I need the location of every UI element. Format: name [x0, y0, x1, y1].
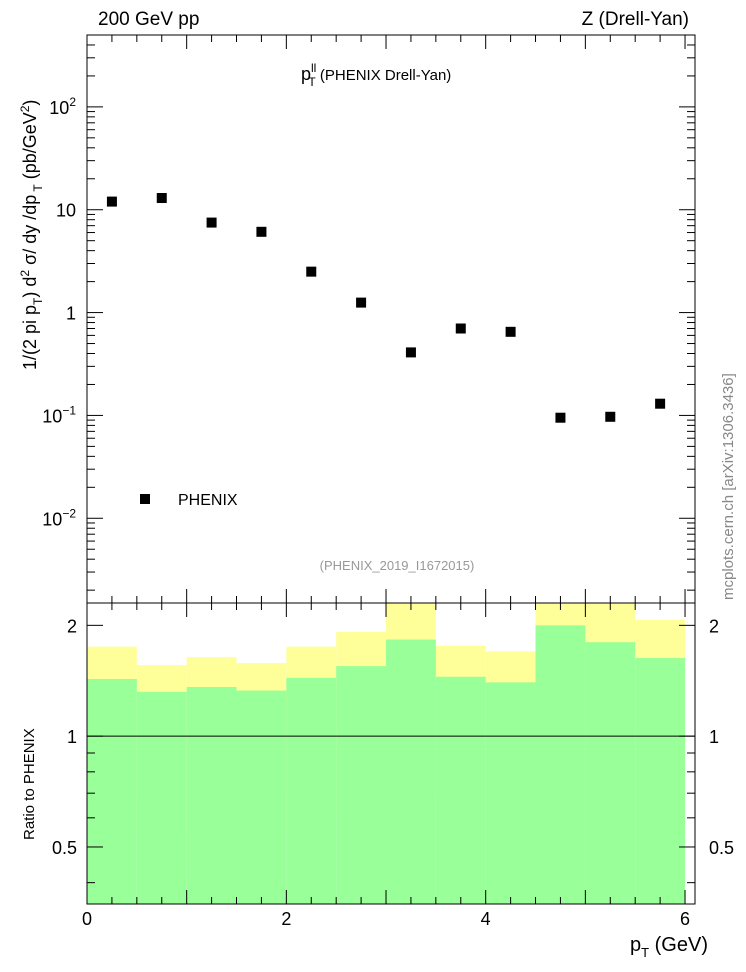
header-energy: 200 GeV pp — [98, 9, 199, 30]
inner-band-bin — [386, 639, 436, 904]
data-point — [505, 326, 516, 337]
top-ytick-label: 10−1 — [42, 403, 76, 426]
ratio-ytick-label-left: 1 — [67, 727, 77, 747]
ratio-ytick-label-right: 2 — [709, 616, 719, 636]
top-ylabel: 1/(2 pi pT) d2 σ/ dy /dp T (pb/GeV2) — [18, 100, 45, 370]
data-point — [655, 398, 666, 409]
plot-title-main: p — [301, 64, 311, 84]
data-point — [206, 217, 217, 228]
inner-band-bin — [136, 691, 187, 904]
data-point — [256, 226, 267, 237]
ratio-ytick-label-right: 1 — [709, 727, 719, 747]
data-point — [405, 347, 416, 358]
inner-band-bin — [585, 642, 636, 904]
inner-band-bin — [236, 690, 287, 904]
x-tick-label: 0 — [82, 909, 92, 929]
data-point — [156, 193, 167, 204]
data-point — [555, 412, 566, 423]
header-process: Z (Drell-Yan) — [582, 9, 689, 30]
plot-title-sup: ll — [311, 61, 316, 75]
x-tick-label: 4 — [481, 909, 491, 929]
legend-label: PHENIX — [178, 492, 238, 509]
bottom-axis-ticks: 2 2 1 1 0.5 0.5 0 2 4 6 — [52, 603, 734, 929]
inner-band-bin — [286, 677, 337, 904]
data-point — [106, 196, 117, 207]
inner-band-bin — [435, 676, 486, 904]
ratio-ytick-label-left: 2 — [67, 616, 77, 636]
inner-band-bin — [87, 678, 137, 904]
data-point — [306, 266, 317, 277]
inner-band-bin — [336, 666, 387, 904]
data-markers — [106, 193, 666, 423]
data-point — [605, 411, 616, 422]
data-point — [356, 297, 367, 308]
inner-band-bin — [535, 625, 586, 904]
svg-text:1/(2 pi pT) d2 σ/ dy /dp T (p: 1/(2 pi pT) d2 σ/ dy /dp T (pb/GeV2) — [18, 100, 45, 370]
watermark: mcplots.cern.ch [arXiv:1306.3436] — [720, 373, 737, 600]
x-tick-label: 2 — [281, 909, 291, 929]
legend-marker — [140, 494, 150, 504]
inner-band-bin — [485, 682, 536, 904]
plot-title-rest: (PHENIX Drell-Yan) — [316, 67, 452, 84]
top-ytick-label: 10−2 — [42, 506, 76, 529]
ratio-ytick-label-right: 0.5 — [709, 838, 734, 858]
analysis-tag: (PHENIX_2019_I1672015) — [320, 558, 475, 573]
inner-band-bin — [635, 658, 686, 904]
top-panel-frame — [86, 34, 696, 604]
top-axis-ticks: 102 10 1 10−1 10−2 — [42, 34, 695, 603]
ratio-ytick-label-left: 0.5 — [52, 838, 77, 858]
x-axis-label: pT (GeV) — [630, 934, 708, 960]
inner-band-bin — [186, 687, 237, 904]
top-ytick-label: 102 — [49, 95, 76, 118]
plot-title: pll T (PHENIX Drell-Yan) — [301, 61, 451, 89]
data-point — [455, 323, 466, 334]
ratio-bands — [87, 603, 686, 904]
bottom-ylabel: Ratio to PHENIX — [21, 728, 38, 840]
top-ytick-label: 1 — [66, 304, 76, 324]
x-tick-label: 6 — [680, 909, 690, 929]
plot-title-sub: T — [308, 75, 316, 89]
top-ytick-label: 10 — [56, 201, 76, 221]
